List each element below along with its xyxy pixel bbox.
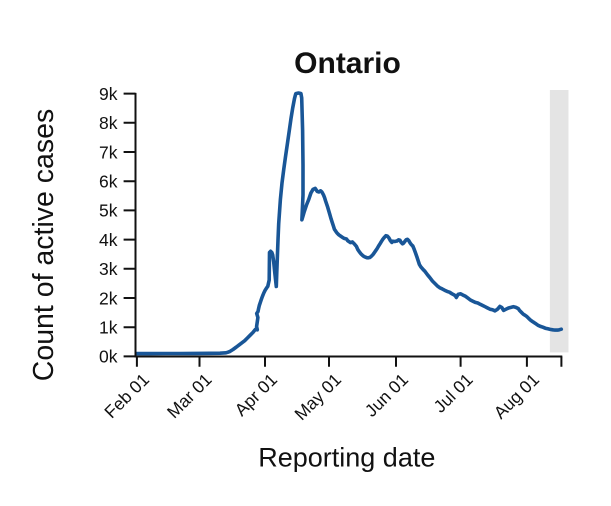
svg-text:Apr 01: Apr 01: [231, 369, 282, 420]
svg-text:7k: 7k: [99, 142, 118, 162]
svg-text:Aug 01: Aug 01: [490, 369, 543, 422]
svg-text:Jul 01: Jul 01: [430, 369, 477, 416]
svg-text:8k: 8k: [99, 113, 118, 133]
svg-text:1k: 1k: [99, 318, 118, 338]
svg-text:Jun 01: Jun 01: [361, 369, 412, 420]
svg-text:May 01: May 01: [290, 369, 345, 424]
svg-text:Count of active cases: Count of active cases: [28, 109, 60, 381]
svg-text:0k: 0k: [99, 347, 118, 367]
svg-text:3k: 3k: [99, 259, 118, 279]
svg-text:4k: 4k: [99, 230, 118, 250]
svg-text:Feb 01: Feb 01: [100, 369, 153, 422]
svg-text:9k: 9k: [99, 84, 118, 104]
svg-text:5k: 5k: [99, 201, 118, 221]
svg-text:6k: 6k: [99, 172, 118, 192]
svg-text:Ontario: Ontario: [294, 47, 401, 80]
svg-text:Mar 01: Mar 01: [163, 369, 216, 422]
svg-text:Reporting date: Reporting date: [258, 443, 435, 473]
svg-text:2k: 2k: [99, 288, 118, 308]
